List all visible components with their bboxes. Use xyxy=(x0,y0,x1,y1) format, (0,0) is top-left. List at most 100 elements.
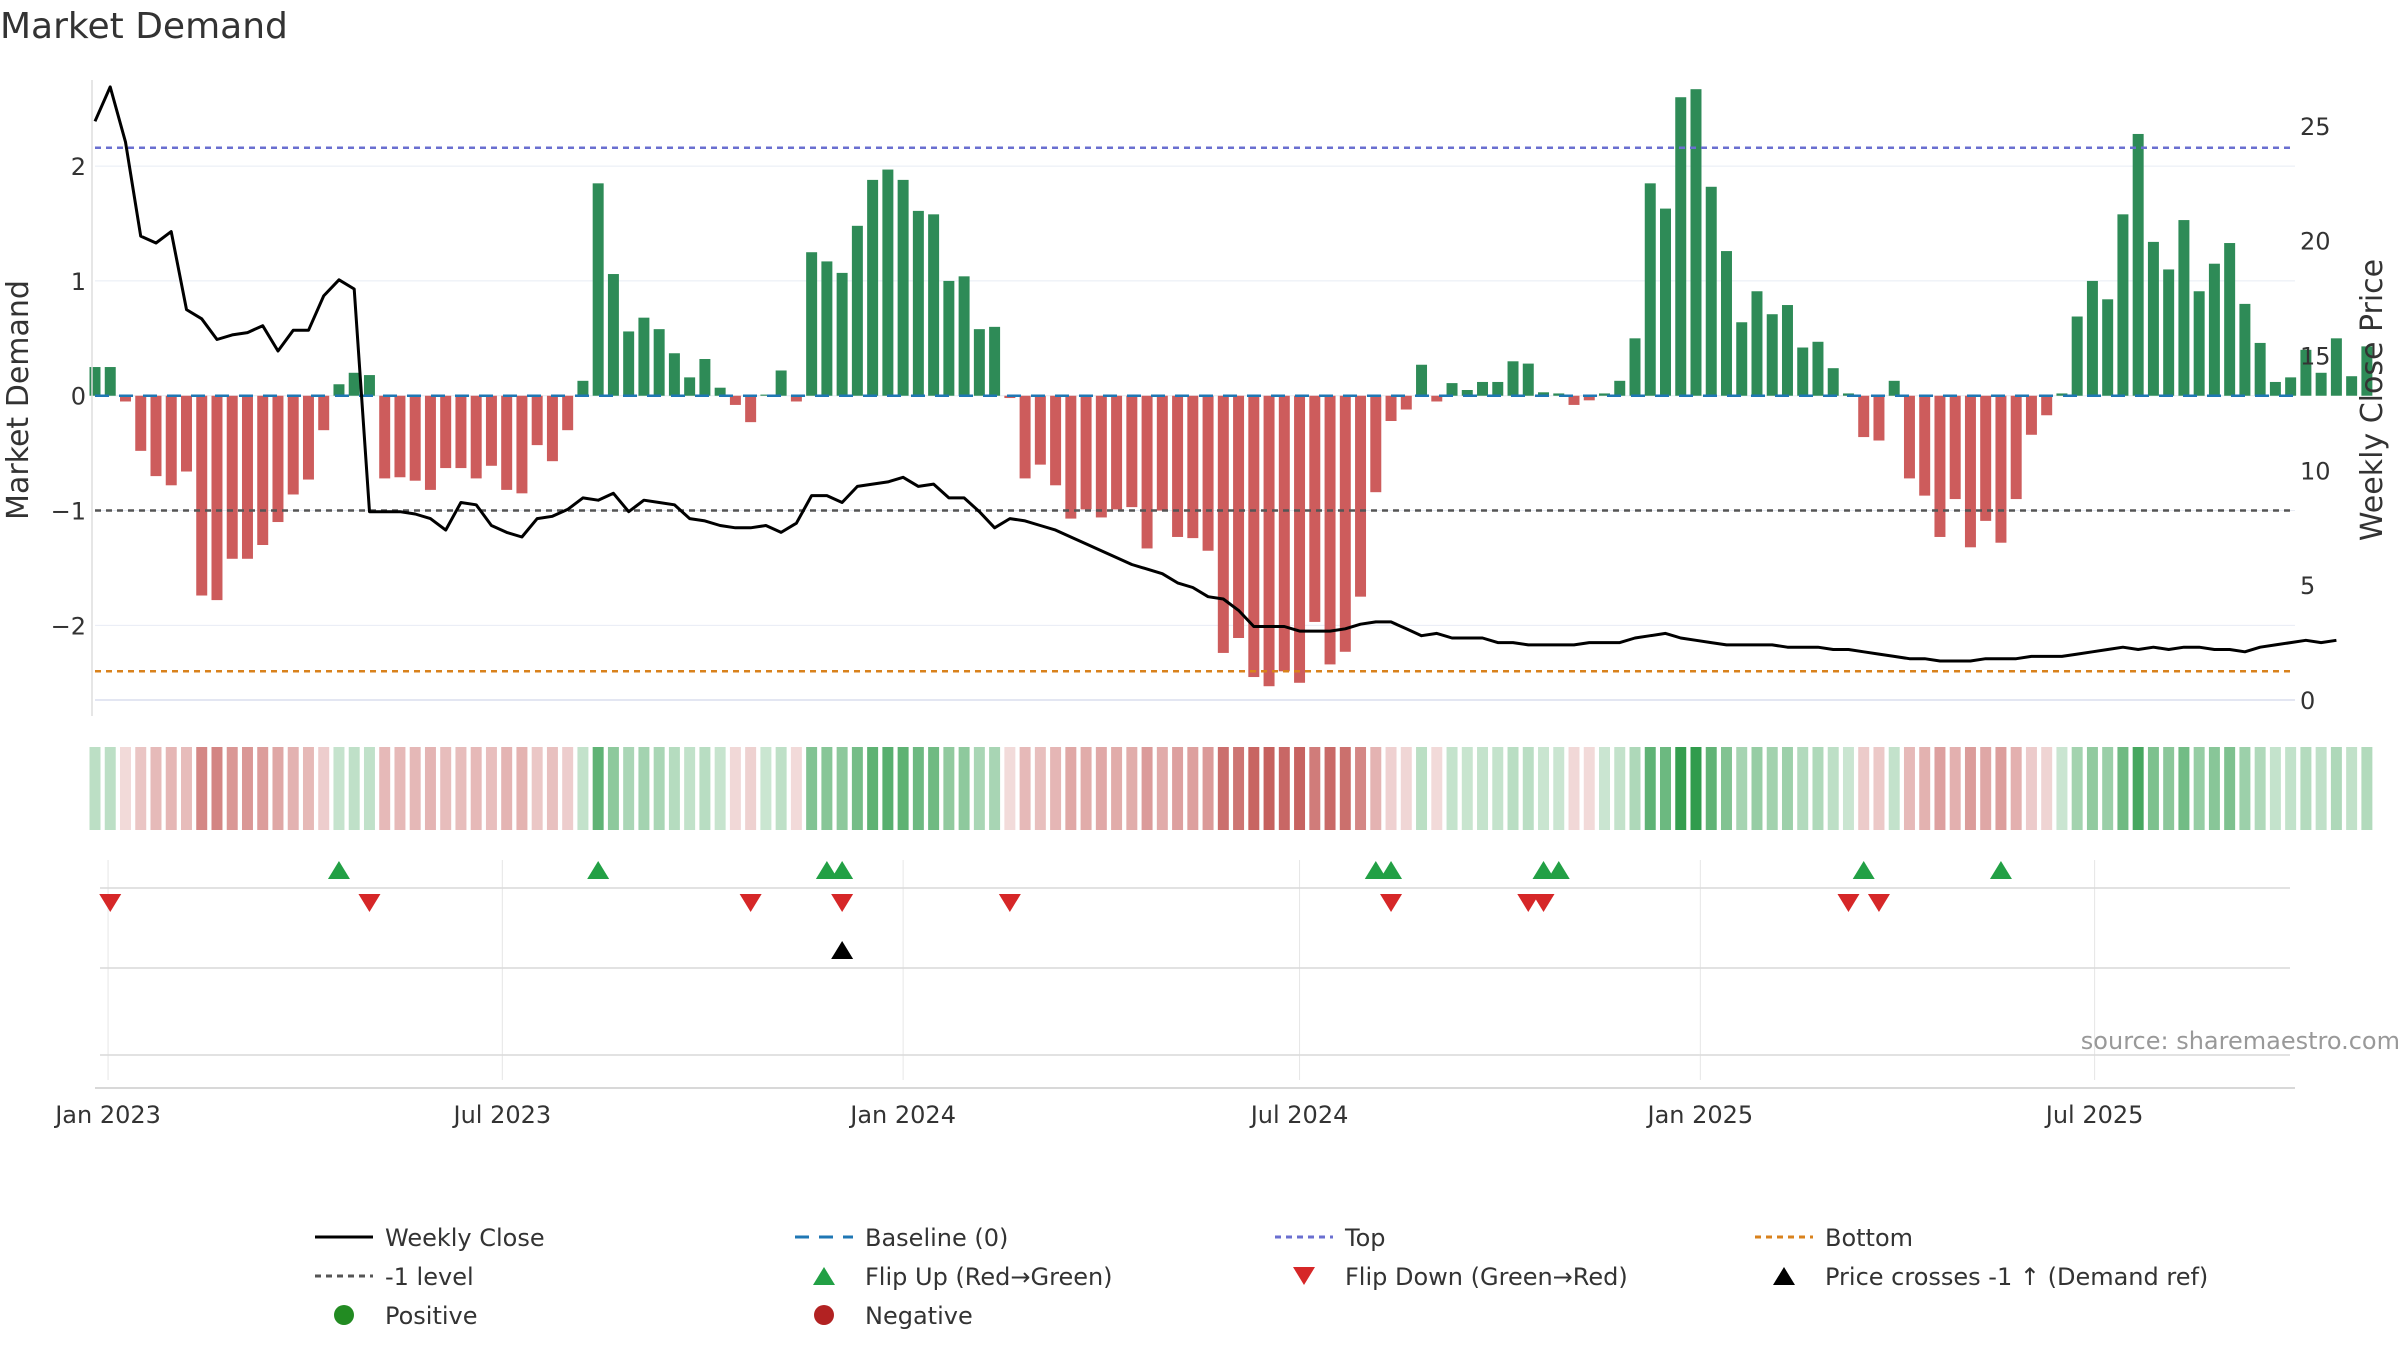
heat-cell xyxy=(120,747,131,830)
legend-label: Price crosses -1 ↑ (Demand ref) xyxy=(1825,1263,2208,1291)
demand-bar xyxy=(440,395,452,469)
demand-bar xyxy=(1019,395,1031,479)
y-tick-label-right: 5 xyxy=(2300,572,2315,600)
flip-up-marker xyxy=(831,861,854,879)
demand-bar xyxy=(1949,395,1961,500)
heat-cell xyxy=(1355,747,1367,830)
demand-bar xyxy=(928,214,940,396)
legend-label: Top xyxy=(1344,1224,1386,1252)
y-axis-label-left: Market Demand xyxy=(1,280,36,520)
flip-down-marker xyxy=(99,894,122,912)
heat-cell xyxy=(241,747,253,830)
demand-bar xyxy=(714,387,726,396)
demand-bar xyxy=(135,395,147,451)
demand-bar xyxy=(2208,263,2220,396)
heat-cell xyxy=(1522,747,1534,830)
heat-cell xyxy=(318,747,330,830)
demand-bar xyxy=(2086,280,2098,396)
legend-swatch-circle xyxy=(334,1305,354,1325)
heat-cell xyxy=(653,747,665,830)
demand-bar xyxy=(867,179,879,396)
demand-bar xyxy=(1873,395,1885,441)
demand-bar xyxy=(2056,393,2068,396)
demand-bar xyxy=(1781,305,1793,396)
heat-cell xyxy=(1263,747,1275,830)
demand-bar xyxy=(2163,269,2175,396)
heat-cell xyxy=(2025,747,2037,830)
demand-bar xyxy=(120,395,131,402)
heat-cell xyxy=(867,747,879,830)
demand-bars xyxy=(89,89,2373,687)
demand-bar xyxy=(958,276,970,396)
flip-up-marker xyxy=(327,861,350,879)
heat-cell xyxy=(912,747,924,830)
demand-bar xyxy=(1431,395,1443,402)
heat-cell xyxy=(1172,747,1184,830)
heat-cell xyxy=(455,747,467,830)
demand-bar xyxy=(989,326,1001,396)
heat-cell xyxy=(1187,747,1199,830)
flip-down-marker xyxy=(998,894,1021,912)
heat-cell xyxy=(1599,747,1610,830)
demand-bar xyxy=(943,280,955,396)
demand-bar xyxy=(2193,291,2205,396)
y-axis-label-right: Weekly Close Price xyxy=(2355,259,2390,541)
heat-cell xyxy=(1858,747,1870,830)
heat-cell xyxy=(2041,747,2053,830)
demand-bar xyxy=(470,395,482,479)
legend-swatch-circle xyxy=(814,1305,834,1325)
legend-label: Negative xyxy=(865,1302,973,1330)
heat-cell xyxy=(775,747,787,830)
heat-cell xyxy=(287,747,299,830)
demand-bar xyxy=(1370,395,1382,493)
legend: Weekly Close Baseline (0) Top Bottom -1 leve… xyxy=(315,1224,2208,1330)
heat-cell xyxy=(821,747,833,830)
heat-cell xyxy=(180,747,192,830)
legend-label: -1 level xyxy=(385,1263,474,1291)
demand-bar xyxy=(485,395,497,466)
heat-cell xyxy=(989,747,1001,830)
heat-cell xyxy=(1583,747,1595,830)
flip-down-marker xyxy=(1532,894,1555,912)
heat-cell xyxy=(2178,747,2190,830)
demand-bar xyxy=(1095,395,1107,518)
demand-bar xyxy=(1720,251,1732,396)
demand-bar xyxy=(1461,390,1473,396)
demand-bar xyxy=(2178,220,2190,396)
demand-bar xyxy=(760,394,772,396)
heat-cell xyxy=(501,747,513,830)
legend-item: Top xyxy=(1275,1224,1386,1252)
demand-bar xyxy=(1126,395,1138,508)
heat-cell xyxy=(2056,747,2068,830)
heat-cell xyxy=(1614,747,1626,830)
heat-cell xyxy=(104,747,116,830)
demand-bar xyxy=(1034,395,1046,465)
demand-bar xyxy=(1995,395,2007,543)
y-tick-label-right: 10 xyxy=(2300,457,2331,485)
demand-bar xyxy=(836,272,848,396)
heat-cell xyxy=(1781,747,1793,830)
heat-cell xyxy=(1446,747,1458,830)
demand-bar xyxy=(409,395,421,481)
demand-bar xyxy=(1172,395,1184,537)
demand-bar xyxy=(775,370,787,396)
demand-bar xyxy=(2132,133,2144,396)
demand-bar xyxy=(180,395,192,472)
heat-cell xyxy=(1903,747,1915,830)
heat-cell xyxy=(760,747,772,830)
legend-item: Price crosses -1 ↑ (Demand ref) xyxy=(1773,1263,2208,1291)
demand-bar xyxy=(1858,395,1870,438)
flip-up-marker xyxy=(1532,861,1555,879)
heat-cell xyxy=(1065,747,1077,830)
heat-cell xyxy=(165,747,177,830)
demand-bar xyxy=(211,395,223,601)
demand-bar xyxy=(196,395,208,596)
heat-cell xyxy=(562,747,574,830)
heat-cell xyxy=(1842,747,1854,830)
x-tick-label: Jan 2023 xyxy=(53,1101,161,1129)
heat-cell xyxy=(363,747,375,830)
demand-bar xyxy=(1980,395,1992,521)
heat-cell xyxy=(135,747,147,830)
heat-cell xyxy=(1416,747,1428,830)
heat-cell xyxy=(226,747,238,830)
